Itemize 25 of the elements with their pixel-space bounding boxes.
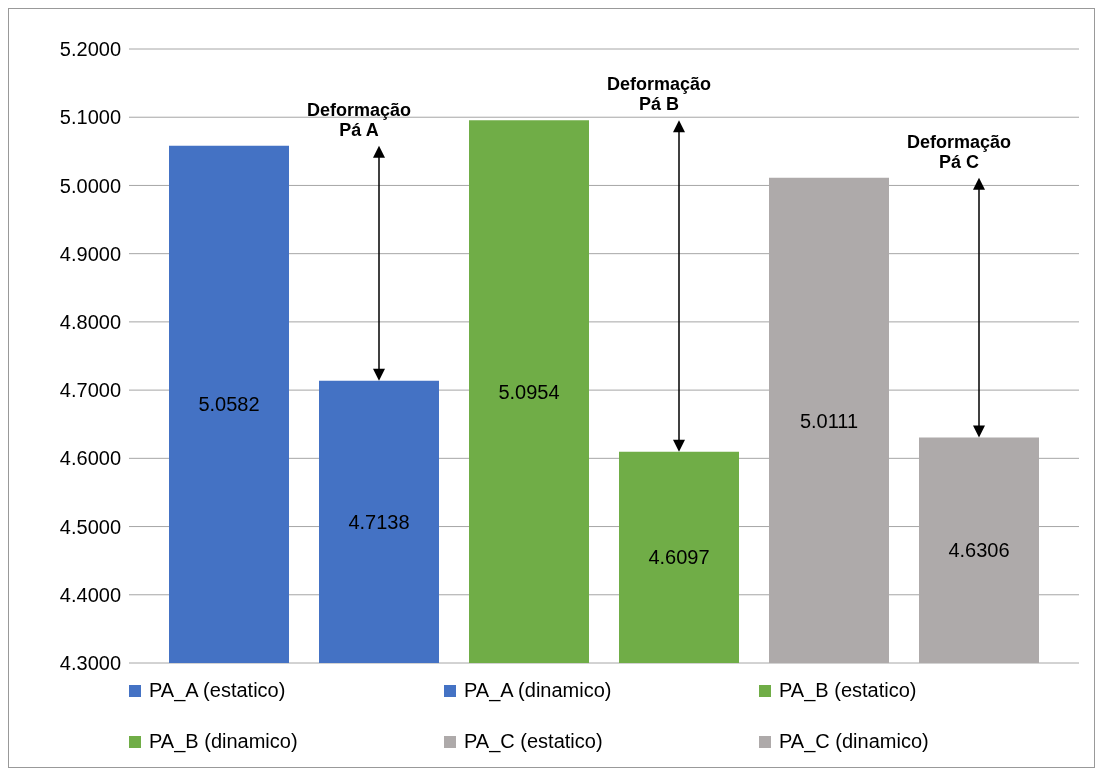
legend-label: PA_A (dinamico) bbox=[464, 679, 612, 702]
y-tick-label: 4.7000 bbox=[59, 379, 121, 402]
y-tick-label: 4.3000 bbox=[59, 652, 121, 675]
y-tick-label: 4.8000 bbox=[59, 310, 121, 333]
annotation: Deformação Pá A bbox=[306, 99, 412, 140]
legend-label: PA_A (estatico) bbox=[149, 679, 286, 702]
data-label: 5.0954 bbox=[498, 380, 560, 403]
data-label: 4.6097 bbox=[648, 546, 710, 569]
legend-label: PA_C (dinamico) bbox=[779, 730, 929, 753]
y-tick-label: 5.0000 bbox=[59, 174, 121, 197]
legend-label: PA_C (estatico) bbox=[464, 730, 603, 753]
data-label: 5.0582 bbox=[198, 393, 260, 416]
legend-label: PA_B (dinamico) bbox=[149, 730, 298, 753]
y-tick-label: 5.2000 bbox=[59, 38, 121, 61]
y-tick-label: 5.1000 bbox=[59, 106, 121, 129]
data-label: 5.0111 bbox=[799, 409, 859, 432]
data-label: 4.6306 bbox=[948, 539, 1010, 562]
data-label: 4.7138 bbox=[348, 510, 410, 533]
annotation: Deformação Pá B bbox=[606, 74, 712, 115]
y-tick-label: 4.9000 bbox=[59, 242, 121, 265]
y-tick-label: 4.4000 bbox=[59, 583, 121, 606]
y-tick-label: 4.6000 bbox=[59, 447, 121, 470]
legend-label: PA_B (estatico) bbox=[779, 679, 917, 702]
y-tick-label: 4.5000 bbox=[59, 515, 121, 538]
annotation: Deformação Pá C bbox=[906, 131, 1012, 172]
